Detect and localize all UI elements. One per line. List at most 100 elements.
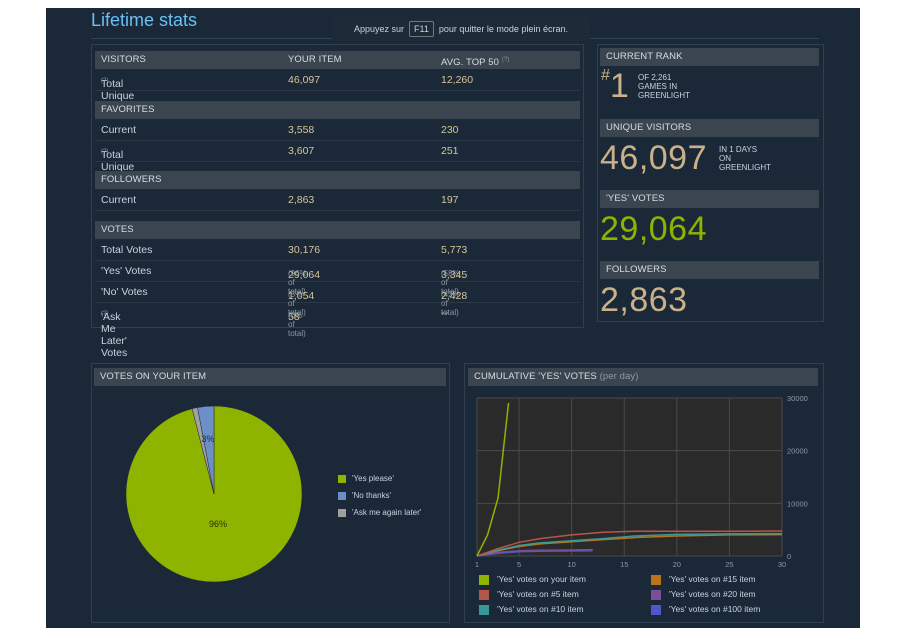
- votes-pie-chart: 96% 3%: [125, 405, 303, 583]
- legend-swatch: [479, 604, 489, 615]
- legend-swatch: [651, 604, 661, 615]
- x-tick-label: 15: [620, 560, 628, 569]
- pie-legend-later: 'Ask me again later': [338, 508, 421, 517]
- votes-pie-panel: VOTES ON YOUR ITEM 96% 3% 'Yes please' 'N…: [91, 363, 450, 623]
- line-legend-s3: 'Yes' votes on #15 item: [651, 574, 756, 585]
- line-legend-s5: 'Yes' votes on #100 item: [651, 604, 760, 615]
- fullscreen-notice-before: Appuyez sur: [354, 24, 405, 34]
- row-label: Total Votes: [101, 244, 153, 256]
- legend-swatch: [479, 574, 489, 585]
- legend-swatch: [651, 574, 661, 585]
- item-value: 3,558: [288, 124, 315, 136]
- series-line[interactable]: [476, 548, 593, 557]
- line-legend-s1: 'Yes' votes on #5 item: [479, 589, 579, 600]
- unique-visitors-value: 46,097: [600, 139, 707, 177]
- item-value: 3,607: [288, 145, 315, 157]
- plot-area: [477, 398, 782, 556]
- row-followers-current: Current 2,863 197: [95, 190, 580, 211]
- followers-summary-header: FOLLOWERS: [600, 261, 819, 279]
- pie-slice[interactable]: [197, 405, 215, 495]
- followers-header: FOLLOWERS: [95, 171, 580, 189]
- rank-caption-line: GAMES IN: [638, 82, 678, 91]
- summary-panel: CURRENT RANK #1 OF 2,261 GAMES IN GREENL…: [597, 44, 824, 322]
- pie-slice-label: 3%: [201, 434, 214, 444]
- avg-value: 5,773: [441, 244, 468, 256]
- item-percent: (3% of total): [288, 290, 306, 317]
- line-chart-header: CUMULATIVE 'YES' VOTES (per day): [468, 368, 818, 386]
- row-label: 'Yes' Votes: [101, 265, 152, 277]
- current-rank-header: CURRENT RANK: [600, 48, 819, 66]
- col-item-header: YOUR ITEM: [288, 54, 342, 65]
- y-tick-label: 20000: [787, 447, 808, 456]
- rank-number: 1: [609, 67, 629, 105]
- row-label: 'No' Votes: [101, 286, 148, 298]
- yes-votes-value: 29,064: [600, 210, 707, 248]
- legend-label: 'Yes' votes on #15 item: [669, 574, 756, 584]
- pie-slice-label: 96%: [209, 519, 227, 529]
- pie-legend-yes: 'Yes please': [338, 474, 394, 483]
- x-tick-label: 30: [778, 560, 786, 569]
- series-line[interactable]: [476, 402, 510, 557]
- avg-percent: (58% of total): [441, 269, 460, 296]
- line-legend-s2: 'Yes' votes on #10 item: [479, 604, 584, 615]
- x-tick-label: 20: [673, 560, 681, 569]
- legend-label: 'Yes' votes on your item: [497, 574, 586, 584]
- votes-header: VOTES: [95, 221, 580, 239]
- item-value: 58: [288, 311, 300, 323]
- rank-caption-line: OF 2,261: [638, 73, 672, 82]
- col-avg-header: AVG. TOP 50 (?): [441, 51, 509, 72]
- avg-value: 251: [441, 145, 459, 157]
- item-value: 29,064: [288, 269, 321, 281]
- x-tick-label: 10: [567, 560, 575, 569]
- f11-key: F11: [409, 21, 434, 37]
- yes-votes-header: 'YES' VOTES: [600, 190, 819, 208]
- help-icon[interactable]: (?): [101, 149, 109, 155]
- item-value: 46,097: [288, 74, 321, 86]
- item-value: 1,054: [288, 290, 315, 302]
- y-tick-label: 30000: [787, 394, 808, 403]
- avg-value: 12,260: [441, 74, 474, 86]
- col-avg-label: AVG. TOP 50: [441, 57, 499, 69]
- help-icon[interactable]: (?): [101, 311, 109, 317]
- row-favorites-total-unique: Total Unique (?) 3,607 251: [95, 141, 580, 173]
- row-votes-ask-later: 'Ask Me Later' Votes (?) 58 (0% of total…: [95, 303, 580, 359]
- avg-value: 230: [441, 124, 459, 136]
- rank-hash: #: [601, 67, 610, 84]
- unique-visitors-header: UNIQUE VISITORS: [600, 119, 819, 137]
- legend-label: 'Yes please': [352, 474, 394, 483]
- row-favorites-current: Current 3,558 230: [95, 120, 580, 141]
- row-label: Current: [101, 124, 137, 136]
- unique-visitors-caption: IN 1 DAYS ON GREENLIGHT: [719, 145, 771, 172]
- favorites-header: FAVORITES: [95, 101, 580, 119]
- series-line[interactable]: [476, 533, 783, 557]
- legend-label: 'No thanks': [352, 491, 392, 500]
- rank-caption: OF 2,261 GAMES IN GREENLIGHT: [638, 73, 690, 100]
- y-tick-label: 0: [787, 552, 791, 561]
- visitors-caption-line: GREENLIGHT: [719, 163, 772, 172]
- x-tick-label: 5: [517, 560, 521, 569]
- avg-value: --: [441, 307, 448, 319]
- row-votes-no: 'No' Votes 1,054 (3% of total) 2,428 (42…: [95, 282, 580, 317]
- visitors-header: VISITORS YOUR ITEM AVG. TOP 50 (?): [95, 51, 580, 69]
- page-title: Lifetime stats: [91, 10, 198, 30]
- legend-label: 'Yes' votes on #100 item: [669, 604, 761, 614]
- row-votes-yes: 'Yes' Votes 29,064 (96% of total) 3,345 …: [95, 261, 580, 296]
- help-icon[interactable]: (?): [101, 78, 109, 84]
- visitors-header-label: VISITORS: [101, 54, 146, 65]
- legend-swatch-no: [338, 491, 346, 500]
- fullscreen-notice: Appuyez sur F11 pour quitter le mode ple…: [332, 17, 590, 41]
- avg-value: 197: [441, 194, 459, 206]
- legend-swatch: [651, 589, 661, 600]
- legend-swatch-yes: [338, 474, 346, 483]
- avg-percent: (42% of total): [441, 290, 460, 317]
- current-rank-value: #1: [601, 67, 629, 106]
- series-line[interactable]: [476, 532, 783, 557]
- row-label: Total Unique: [101, 149, 135, 173]
- pie-header: VOTES ON YOUR ITEM: [94, 368, 446, 386]
- series-line[interactable]: [476, 530, 783, 557]
- legend-label: 'Yes' votes on #10 item: [497, 604, 584, 614]
- series-line[interactable]: [476, 549, 593, 557]
- legend-label: 'Ask me again later': [352, 508, 422, 517]
- item-percent: (0% of total): [288, 311, 306, 338]
- col-avg-help-icon[interactable]: (?): [501, 57, 510, 63]
